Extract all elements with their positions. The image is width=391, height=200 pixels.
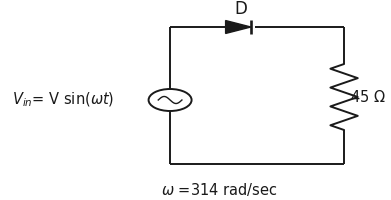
Text: $\omega$ =314 rad/sec: $\omega$ =314 rad/sec [161,180,277,198]
Text: $V_{in}$= V sin($\omega t$): $V_{in}$= V sin($\omega t$) [12,91,114,109]
Polygon shape [226,21,251,33]
Text: 45 $\Omega$: 45 $\Omega$ [350,89,386,105]
Text: D: D [234,0,247,18]
